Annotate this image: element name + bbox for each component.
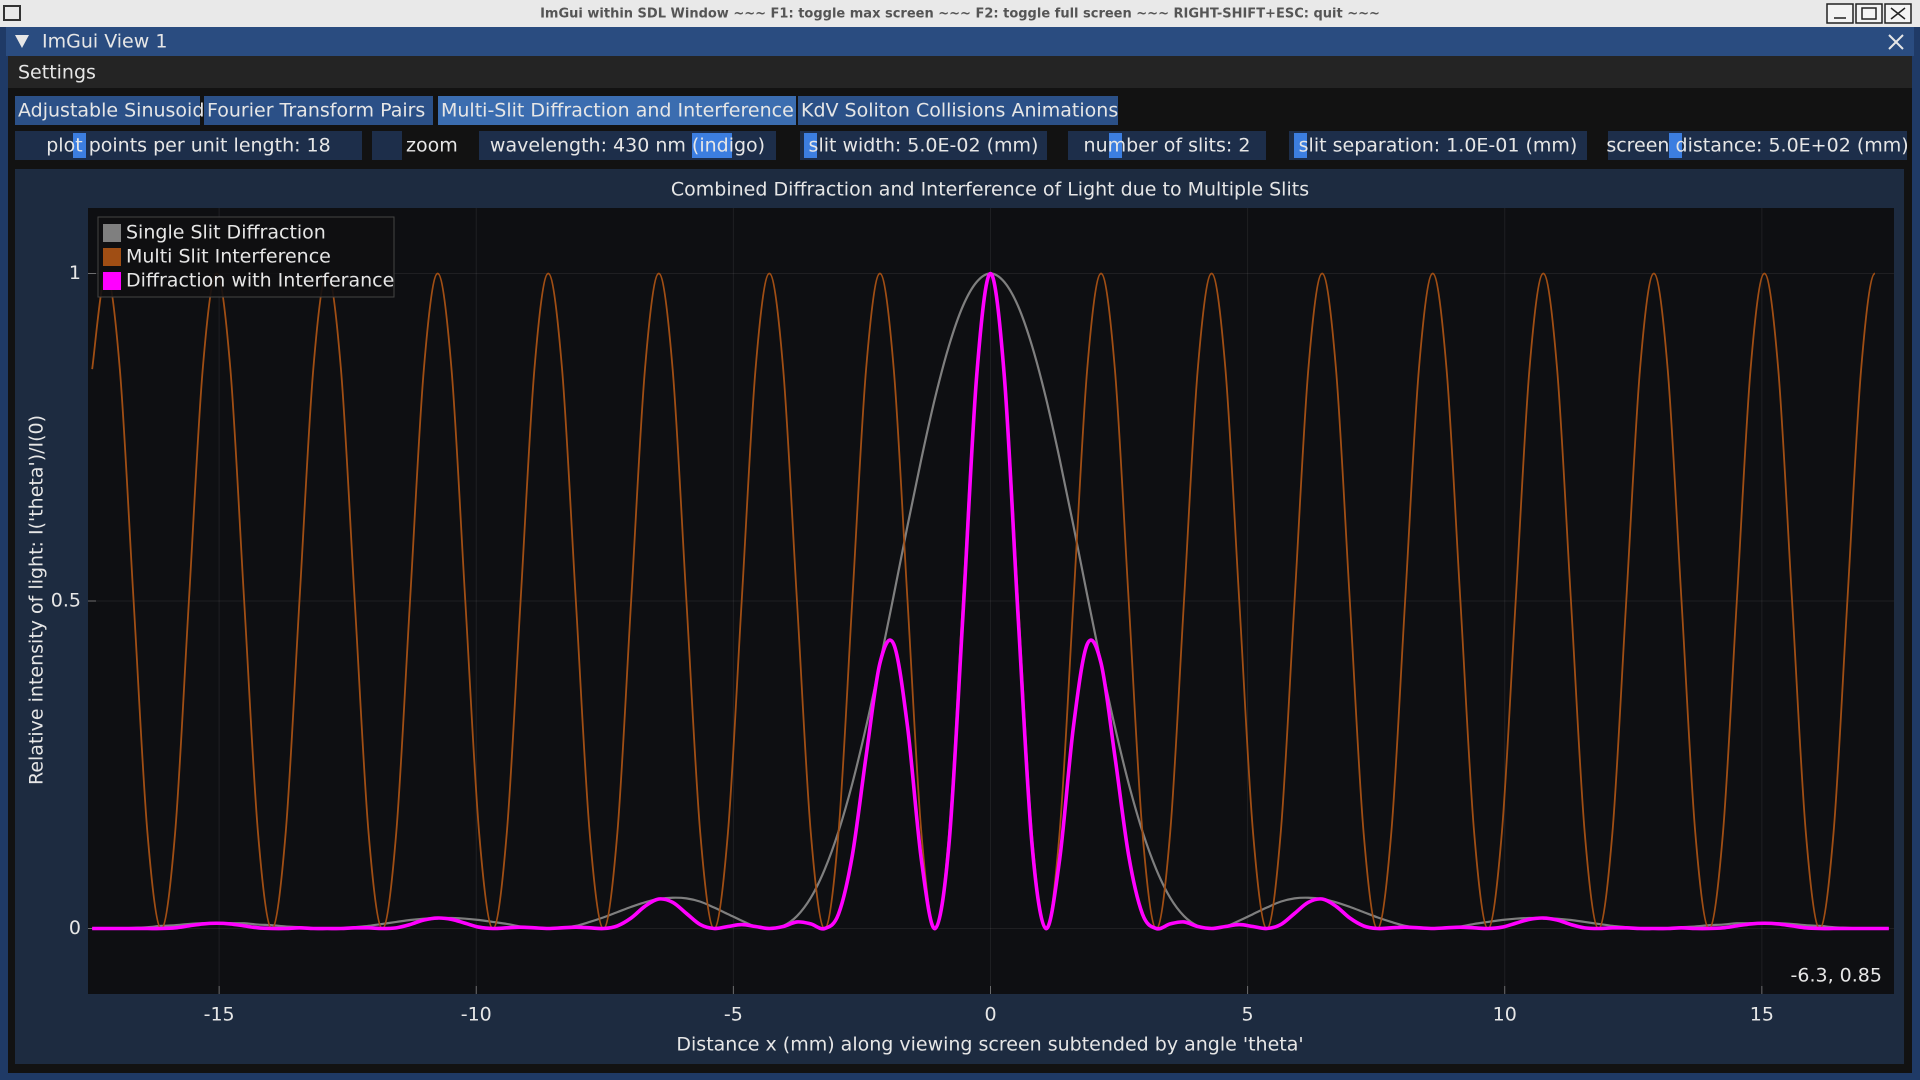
panel-header[interactable] <box>6 27 1914 56</box>
slider-frame[interactable] <box>800 131 1047 160</box>
window-buttons <box>1826 3 1912 24</box>
slider-label: wavelength: 430 nm (indigo) <box>490 135 765 157</box>
collapse-arrow[interactable] <box>15 35 29 48</box>
slider-frame[interactable] <box>1608 131 1907 160</box>
window-title: ImGui within SDL Window ~~~ F1: toggle m… <box>540 7 1380 22</box>
legend-label: Single Slit Diffraction <box>126 222 326 244</box>
close-icon <box>1890 7 1906 20</box>
legend-box <box>97 216 395 298</box>
grid: -15 -10 -5 0 5 10 15 0 0.5 1 <box>51 208 1894 1026</box>
legend-label: Diffraction with Interferance <box>126 270 394 292</box>
x-tick-label: 5 <box>1242 1004 1254 1026</box>
tab[interactable] <box>204 96 433 125</box>
tab[interactable] <box>798 96 1118 125</box>
tab-bar: Adjustable Sinusoid Fourier Transform Pai… <box>15 96 1118 125</box>
x-tick-label: -15 <box>204 1004 235 1026</box>
slider-label: screen distance: 5.0E+02 (mm) <box>1606 135 1908 157</box>
y-tick-label: 1 <box>69 262 81 284</box>
tab[interactable] <box>15 96 200 125</box>
tab[interactable] <box>438 96 796 125</box>
slider-grab <box>1109 133 1122 158</box>
slider-label: plot points per unit length: 18 <box>46 135 330 157</box>
legend-swatch <box>103 224 121 242</box>
legend-swatch <box>103 248 121 266</box>
maximize-button[interactable] <box>1855 3 1883 24</box>
panel-title: ImGui View 1 <box>42 31 167 53</box>
tab-label: KdV Soliton Collisions Animations <box>801 100 1118 122</box>
maximize-icon <box>1861 7 1877 20</box>
chart-title: Combined Diffraction and Interference of… <box>671 179 1309 201</box>
y-axis-label: Relative intensity of light: I('theta')/… <box>26 415 48 785</box>
x-tick-label: -10 <box>461 1004 492 1026</box>
slider-grab <box>1294 133 1307 158</box>
cursor-readout: -6.3, 0.85 <box>1791 965 1882 987</box>
slider-label: number of slits: 2 <box>1084 135 1251 157</box>
slider-label: slit width: 5.0E-02 (mm) <box>809 135 1039 157</box>
slider-frame[interactable] <box>1068 131 1266 160</box>
x-tick-label: 15 <box>1750 1004 1774 1026</box>
plot-lines <box>91 271 1889 931</box>
tab-label: Multi-Slit Diffraction and Interference <box>441 100 794 122</box>
slider-frame[interactable] <box>1289 131 1587 160</box>
menu-bar <box>8 56 1912 88</box>
os-title-bar <box>0 0 1920 27</box>
slider-frame[interactable] <box>15 131 362 160</box>
y-tick-label: 0 <box>69 917 81 939</box>
menu-item[interactable]: Settings <box>18 62 96 84</box>
controls: plot points per unit length: 18 wavelengt… <box>15 131 1909 160</box>
panel-close[interactable] <box>1888 34 1904 50</box>
series-line <box>92 271 1889 931</box>
legend-label: Multi Slit Interference <box>126 246 331 268</box>
minimize-button[interactable] <box>1826 3 1854 24</box>
slider-grab <box>804 133 817 158</box>
slider-grab <box>1669 133 1682 158</box>
checkbox-label: zoom <box>406 135 458 157</box>
x-tick-label: -5 <box>724 1004 743 1026</box>
tab-label: Fourier Transform Pairs <box>207 100 425 122</box>
x-tick-label: 0 <box>984 1004 996 1026</box>
legend-swatch <box>103 272 121 290</box>
slider-grab <box>73 133 86 158</box>
tab-label: Adjustable Sinusoid <box>18 100 204 122</box>
x-axis-label: Distance x (mm) along viewing screen sub… <box>676 1034 1303 1056</box>
y-tick-label: 0.5 <box>51 590 81 612</box>
slider-label: slit separation: 1.0E-01 (mm) <box>1299 135 1578 157</box>
os-icon <box>3 5 21 21</box>
plot-area <box>88 208 1894 994</box>
x-tick-label: 10 <box>1493 1004 1517 1026</box>
slider-grab <box>692 133 732 158</box>
checkbox[interactable] <box>372 131 402 160</box>
